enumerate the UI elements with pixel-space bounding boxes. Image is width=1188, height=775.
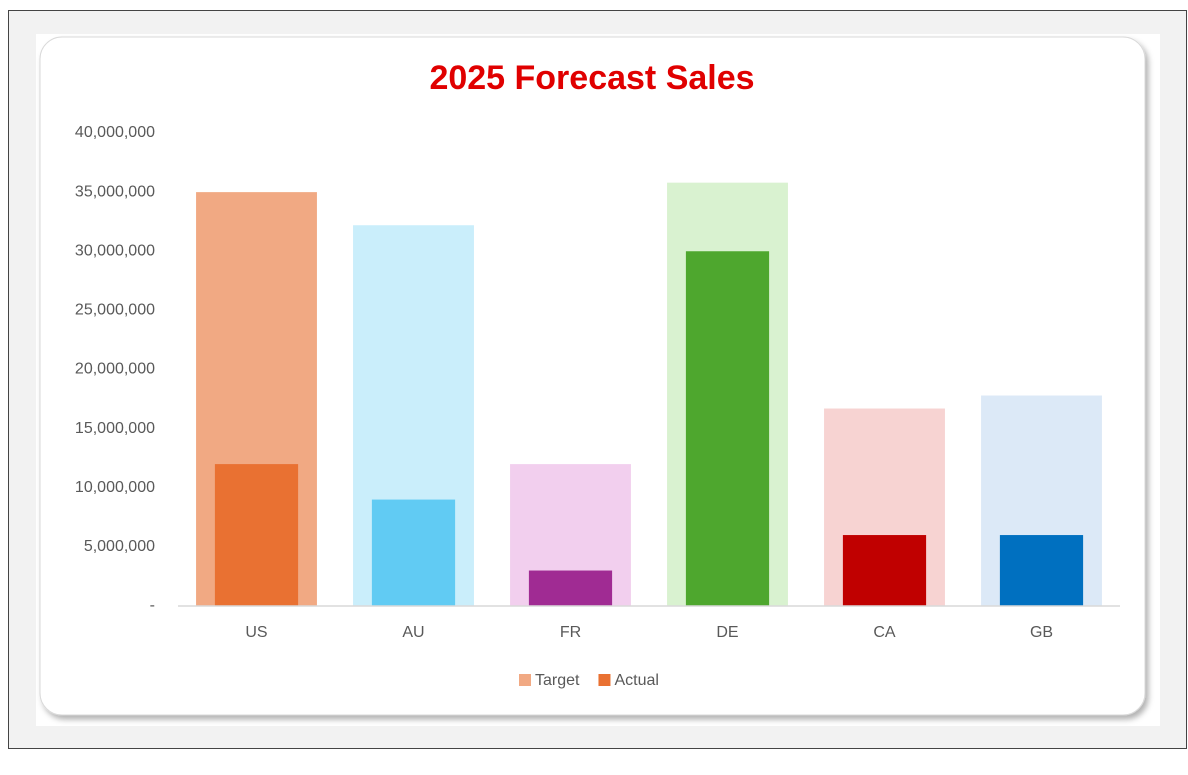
y-tick-label: 30,000,000 <box>75 242 155 259</box>
legend-label: Target <box>535 672 580 689</box>
x-tick-label: GB <box>1030 624 1053 641</box>
y-tick-label: 35,000,000 <box>75 183 155 200</box>
legend-label: Actual <box>614 672 658 689</box>
chart-title: 2025 Forecast Sales <box>429 59 754 97</box>
x-tick-label: FR <box>560 624 581 641</box>
bar <box>214 464 299 606</box>
y-tick-label: 15,000,000 <box>75 420 155 437</box>
y-tick-label: 25,000,000 <box>75 302 155 319</box>
x-tick-label: AU <box>402 624 424 641</box>
y-tick-label: 20,000,000 <box>75 361 155 378</box>
y-tick-label: - <box>150 597 155 614</box>
bar <box>371 499 456 606</box>
x-tick-label: DE <box>716 624 738 641</box>
legend-swatch <box>598 674 611 686</box>
bar <box>999 535 1084 606</box>
bar <box>685 251 770 606</box>
x-tick-label: CA <box>873 624 896 641</box>
y-tick-label: 40,000,000 <box>75 124 155 141</box>
bar <box>842 535 927 606</box>
legend-swatch <box>519 674 531 686</box>
y-tick-label: 10,000,000 <box>75 479 155 496</box>
y-tick-label: 5,000,000 <box>84 538 155 555</box>
x-tick-label: US <box>245 624 267 641</box>
bar <box>528 570 613 606</box>
